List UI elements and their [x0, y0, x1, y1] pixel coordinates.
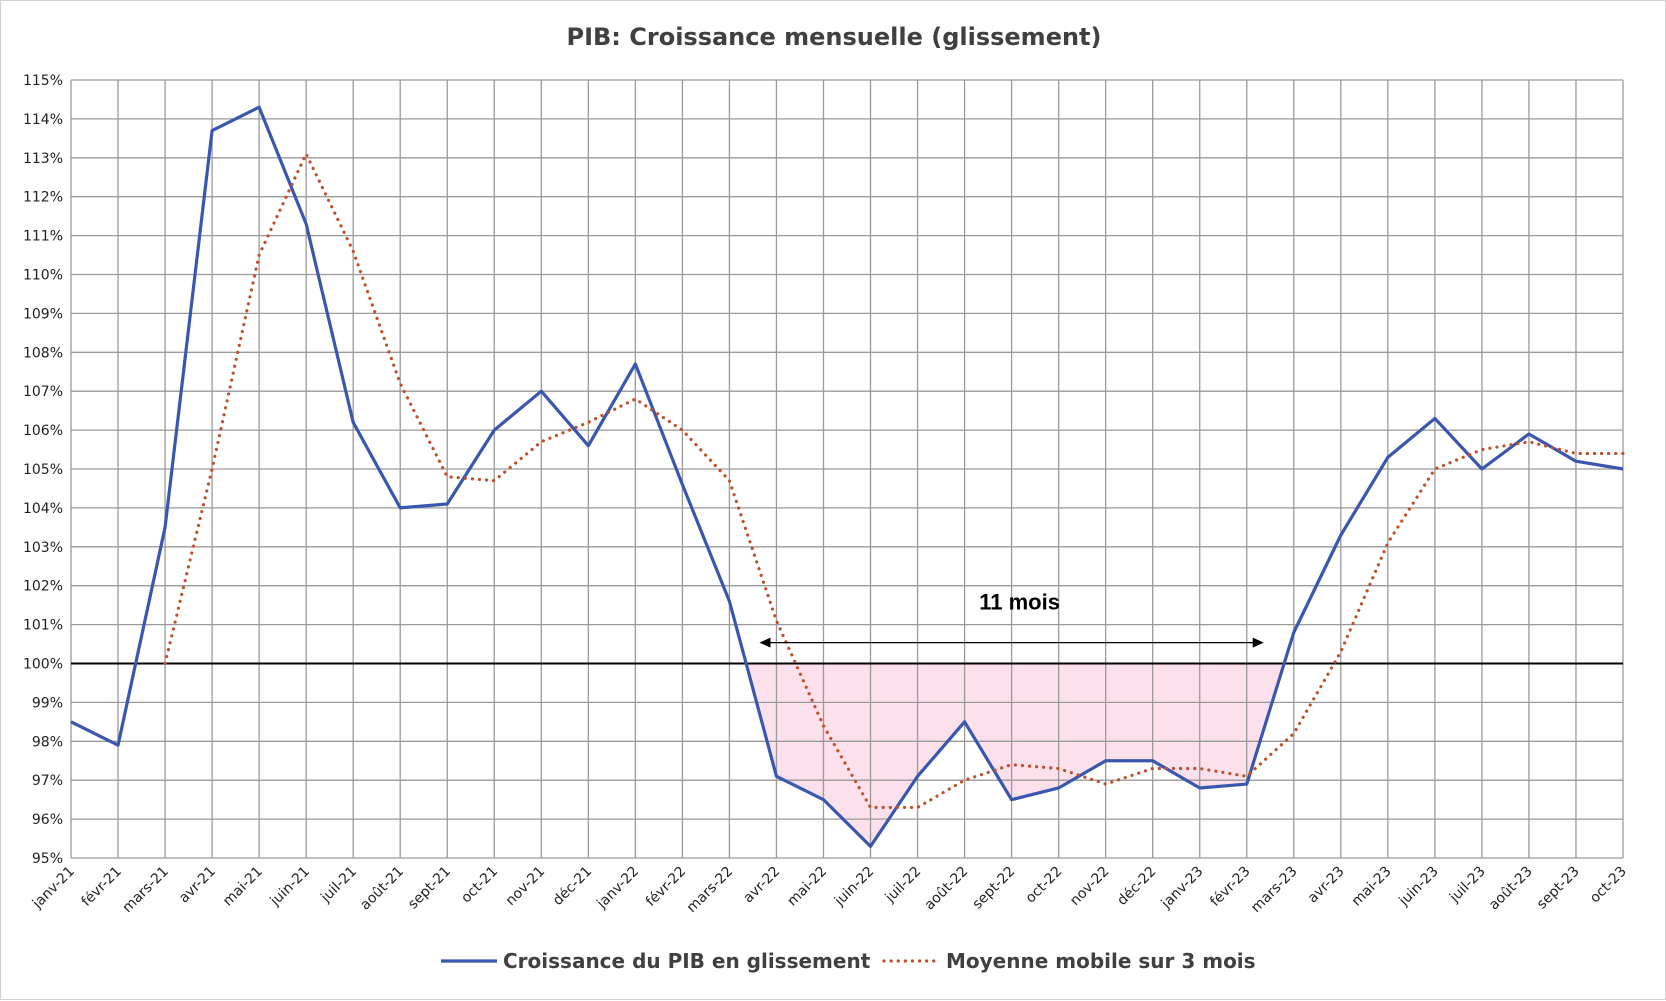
- x-tick-label: mai-21: [220, 864, 266, 910]
- x-tick-label: janv-22: [593, 864, 642, 913]
- x-tick-label: juil-21: [317, 864, 360, 907]
- y-tick-label: 95%: [32, 851, 63, 867]
- x-tick-label: août-23: [1486, 864, 1536, 914]
- x-tick-label: nov-22: [1067, 864, 1112, 909]
- x-tick-label: août-22: [922, 864, 972, 914]
- y-tick-label: 104%: [23, 501, 63, 517]
- x-tick-label: juin-23: [1395, 864, 1441, 910]
- y-tick-label: 102%: [23, 579, 63, 595]
- legend-label-pib: Croissance du PIB en glissement: [503, 949, 871, 973]
- y-tick-label: 101%: [23, 618, 63, 634]
- y-tick-label: 112%: [23, 190, 63, 206]
- annotation-label: 11 mois: [979, 590, 1060, 615]
- x-tick-label: sept-21: [405, 864, 454, 913]
- y-tick-label: 108%: [23, 345, 63, 361]
- x-tick-label: déc-21: [550, 864, 595, 909]
- x-tick-label: juin-22: [831, 864, 877, 910]
- x-tick-label: juil-23: [1446, 864, 1489, 907]
- x-tick-label: mars-22: [684, 864, 736, 916]
- x-tick-label: mai-22: [784, 864, 830, 910]
- series-line-pib: [70, 105, 1624, 848]
- y-tick-label: 97%: [32, 773, 63, 789]
- y-tick-label: 99%: [32, 695, 63, 711]
- y-tick-label: 109%: [23, 306, 63, 322]
- x-tick-label: oct-21: [458, 864, 501, 907]
- x-tick-label: juin-21: [267, 864, 313, 910]
- legend: Croissance du PIB en glissement Moyenne m…: [441, 949, 1256, 973]
- y-tick-label: 110%: [23, 268, 63, 284]
- y-axis-ticks: 95% 96% 97% 98% 99% 100% 101% 102% 103% 104% 105% 1…: [23, 73, 63, 867]
- annotation-arrow-right-head: [1252, 637, 1264, 648]
- y-tick-label: 114%: [23, 112, 63, 128]
- x-tick-label: oct-22: [1023, 864, 1066, 907]
- y-tick-label: 111%: [23, 229, 63, 245]
- y-tick-label: 115%: [23, 73, 63, 89]
- y-tick-label: 106%: [23, 423, 63, 439]
- series-layer: [70, 105, 1625, 848]
- x-tick-label: janv-21: [29, 864, 78, 913]
- x-tick-label: mai-23: [1349, 864, 1395, 910]
- x-tick-label: sept-23: [1534, 864, 1583, 913]
- x-tick-label: juil-22: [882, 864, 925, 907]
- x-tick-label: févr-23: [1207, 864, 1253, 910]
- annotation-layer: 11 mois: [759, 590, 1264, 648]
- x-tick-label: avr-21: [176, 864, 219, 907]
- grid-layer: [70, 79, 1624, 859]
- x-tick-label: avr-22: [740, 864, 783, 907]
- x-tick-label: mars-23: [1248, 864, 1300, 916]
- legend-label-moving-average: Moyenne mobile sur 3 mois: [946, 949, 1256, 973]
- y-tick-label: 103%: [23, 540, 63, 556]
- y-tick-label: 107%: [23, 384, 63, 400]
- y-tick-label: 105%: [23, 462, 63, 478]
- y-tick-label: 98%: [32, 734, 63, 750]
- chart-title: PIB: Croissance mensuelle (glissement): [566, 23, 1101, 51]
- annotation-arrow-left-head: [759, 637, 771, 648]
- x-tick-label: août-21: [357, 864, 407, 914]
- x-tick-label: nov-21: [503, 864, 548, 909]
- shaded-region: [746, 663, 1285, 847]
- x-tick-label: oct-23: [1587, 864, 1630, 907]
- series-line-moving-average: [163, 152, 1625, 810]
- y-tick-label: 96%: [32, 812, 63, 828]
- x-tick-label: févr-22: [643, 864, 689, 910]
- x-tick-label: mars-21: [119, 864, 171, 916]
- x-tick-label: déc-22: [1114, 864, 1159, 909]
- shaded-region-layer: [746, 663, 1285, 847]
- x-tick-label: sept-22: [970, 864, 1019, 913]
- y-tick-label: 100%: [23, 657, 63, 673]
- x-tick-label: févr-21: [78, 864, 124, 910]
- x-tick-label: janv-23: [1158, 864, 1207, 913]
- x-tick-label: avr-23: [1305, 864, 1348, 907]
- y-tick-label: 113%: [23, 151, 63, 167]
